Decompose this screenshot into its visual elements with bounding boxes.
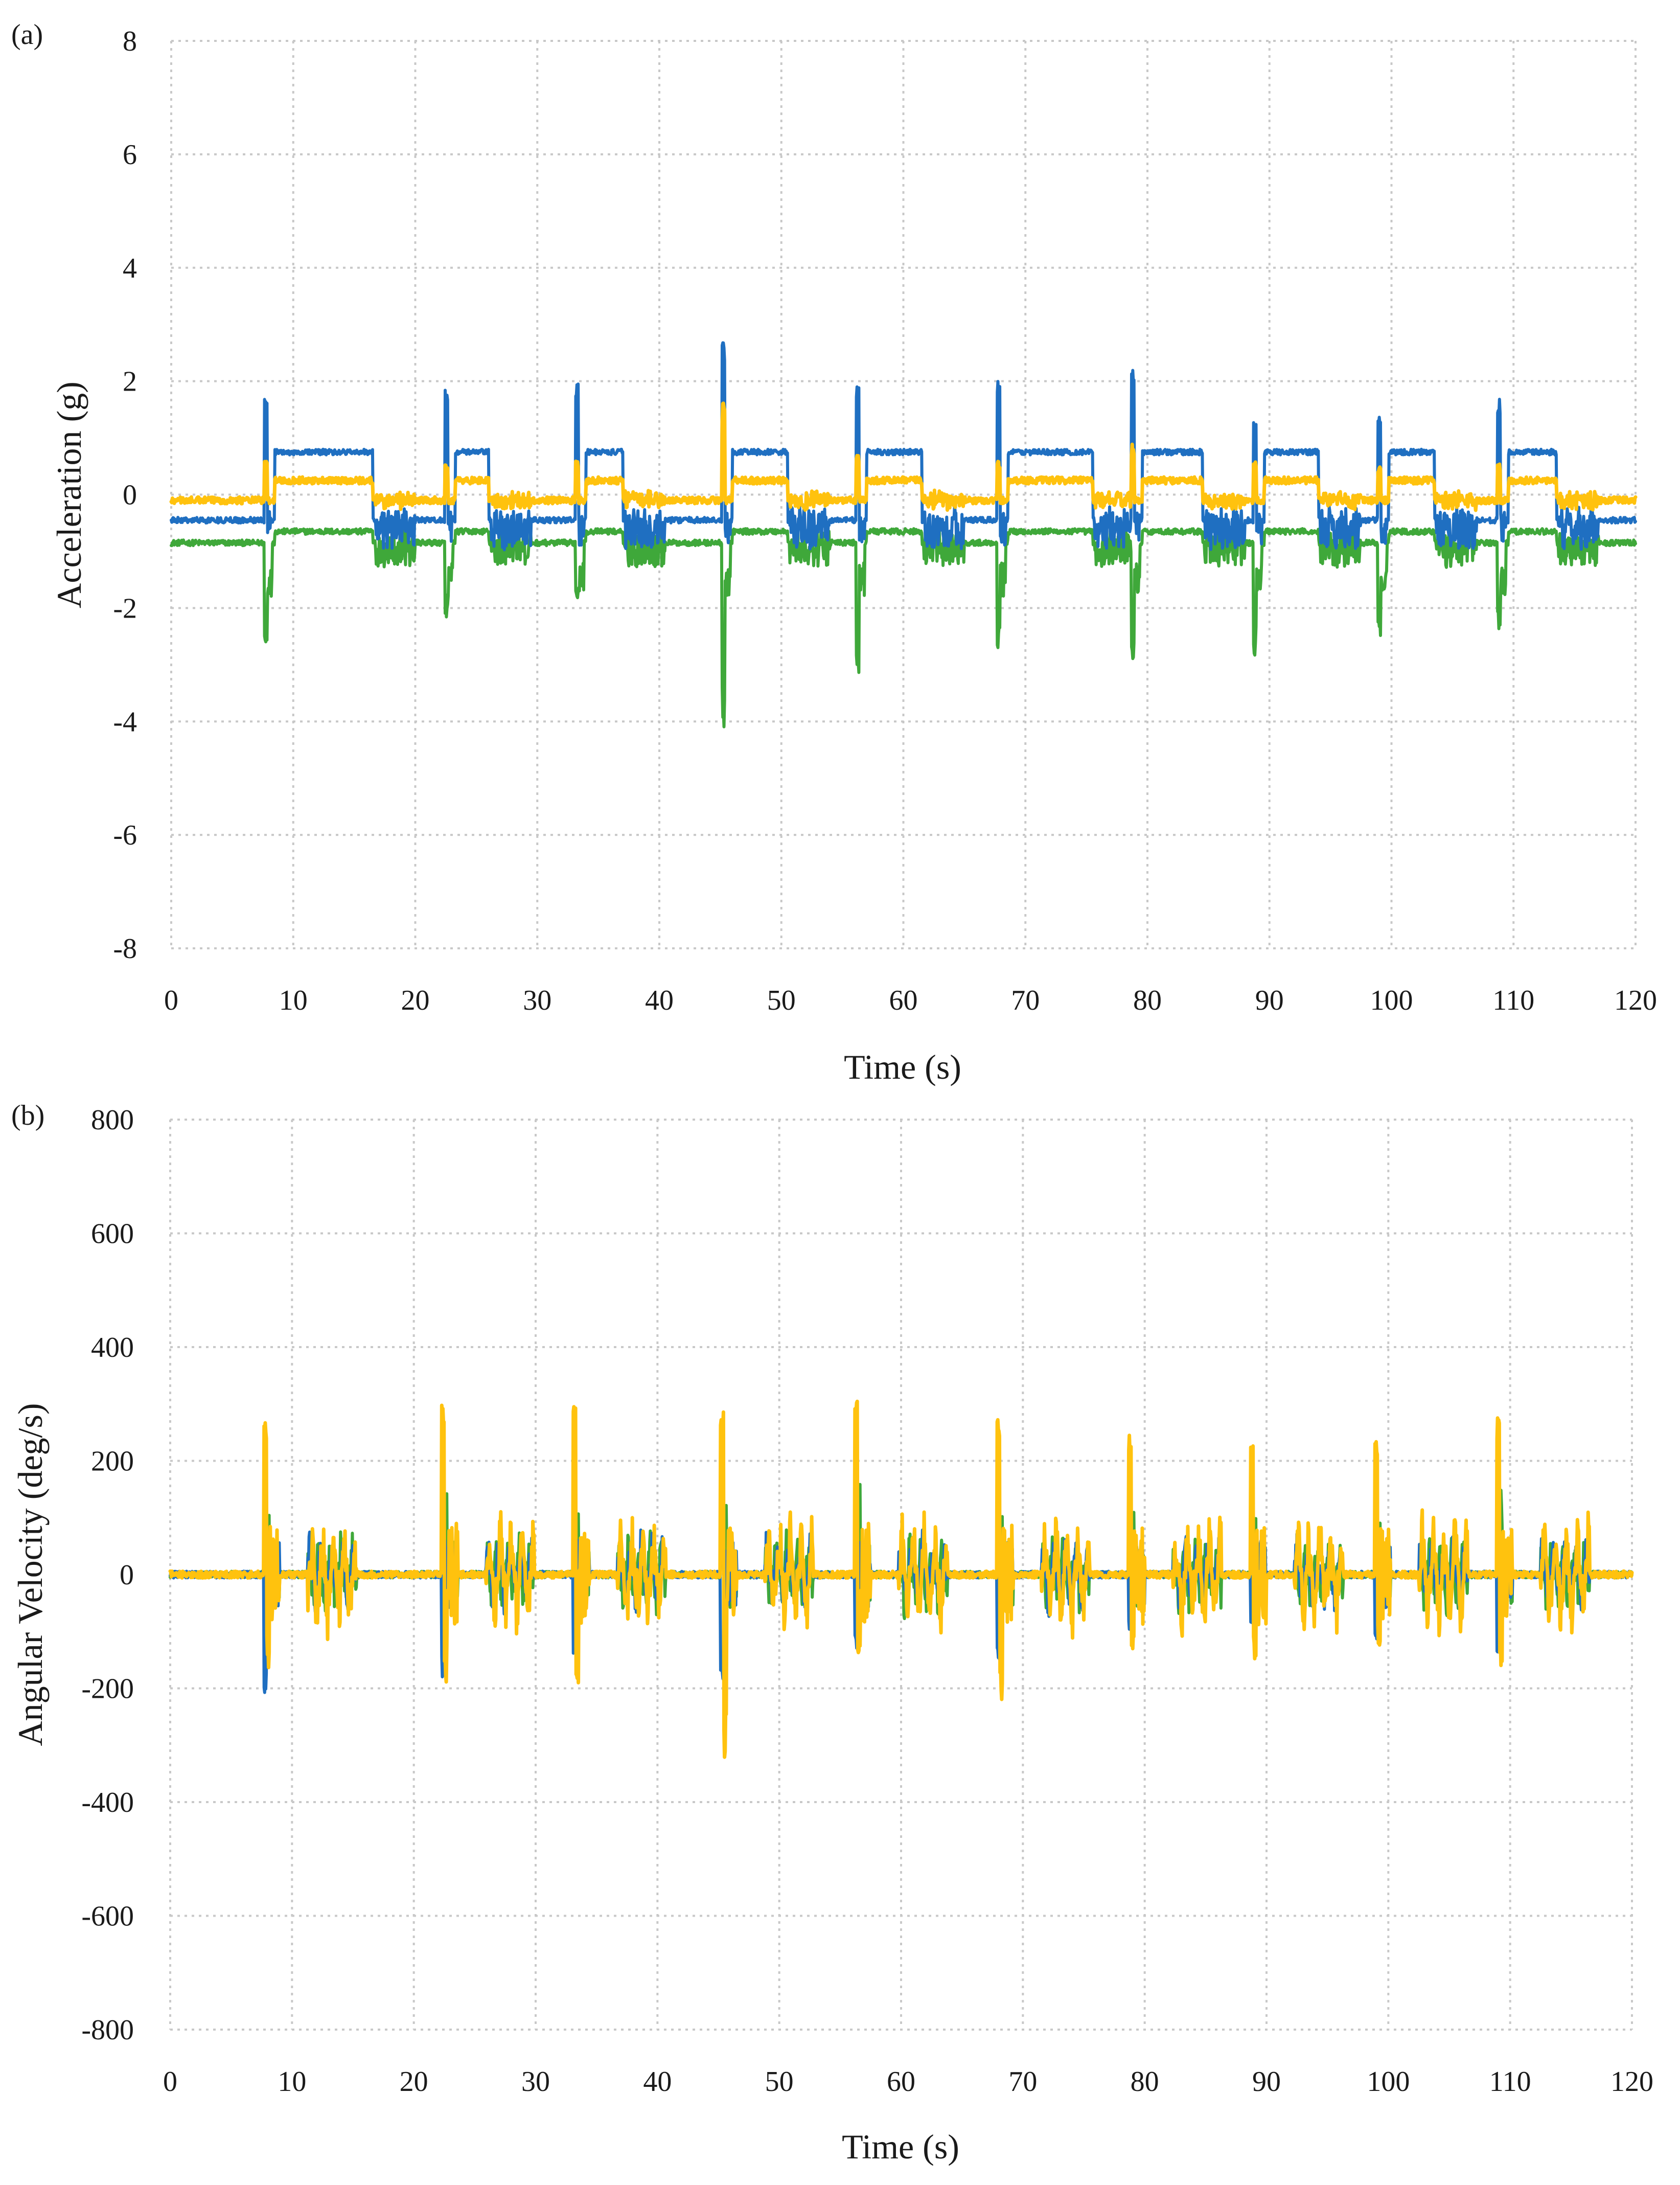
x-tick-label: 0 (164, 985, 178, 1016)
x-tick-label: 20 (401, 985, 430, 1016)
x-tick-label: 60 (889, 985, 918, 1016)
x-tick-label: 10 (278, 2066, 306, 2098)
y-tick-labels-a: -8 -6 -4 -2 0 2 4 6 8 (113, 26, 137, 965)
x-tick-label: 100 (1367, 2066, 1410, 2098)
series-line-yellow-b (168, 1399, 1634, 1759)
y-axis-label-b: Angular Velocity (deg/s) (11, 1403, 50, 1746)
y-tick-label: -200 (81, 1673, 134, 1705)
grid-a (170, 40, 1637, 949)
y-tick-label: 0 (120, 1559, 134, 1591)
panel-label-a: (a) (11, 19, 43, 51)
x-tick-label: 100 (1370, 985, 1413, 1016)
y-tick-label: -2 (113, 593, 137, 624)
x-tick-label: 110 (1489, 2066, 1531, 2098)
x-tick-label: 70 (1011, 985, 1040, 1016)
x-axis-label-a: Time (s) (844, 1048, 961, 1086)
x-tick-label: 40 (643, 2066, 672, 2098)
series-line-yellow-a (169, 401, 1638, 512)
x-tick-label: 80 (1131, 2066, 1159, 2098)
x-tick-labels-b: 0 10 20 30 40 50 60 70 80 90 100 110 120 (163, 2066, 1653, 2098)
x-tick-label: 110 (1492, 985, 1534, 1016)
x-tick-label: 70 (1008, 2066, 1037, 2098)
x-tick-label: 50 (765, 2066, 794, 2098)
y-tick-label: 8 (123, 26, 137, 57)
x-tick-label: 120 (1614, 985, 1657, 1016)
x-tick-label: 0 (163, 2066, 177, 2098)
y-tick-label: -4 (113, 706, 137, 738)
series-group-a (169, 341, 1638, 729)
x-tick-labels-a: 0 10 20 30 40 50 60 70 80 90 100 110 120 (164, 985, 1657, 1016)
y-tick-label: 800 (91, 1104, 134, 1136)
y-axis-label-a: Acceleration (g) (50, 381, 88, 608)
y-tick-label: 200 (91, 1446, 134, 1477)
y-tick-label: -8 (113, 933, 137, 965)
x-tick-label: 60 (887, 2066, 915, 2098)
chart-panel-b: (b) -800 -600 -400 -200 0 200 400 600 800 0 10 20 3… (11, 1100, 1653, 2166)
y-tick-label: -400 (81, 1787, 134, 1818)
y-tick-label: 600 (91, 1218, 134, 1250)
x-tick-label: 40 (645, 985, 674, 1016)
x-tick-label: 20 (400, 2066, 428, 2098)
x-axis-label-b: Time (s) (842, 2127, 959, 2166)
x-tick-label: 50 (767, 985, 796, 1016)
y-tick-label: 400 (91, 1332, 134, 1363)
x-tick-label: 80 (1133, 985, 1162, 1016)
x-tick-label: 10 (279, 985, 308, 1016)
x-tick-label: 120 (1610, 2066, 1653, 2098)
x-tick-label: 90 (1252, 2066, 1281, 2098)
series-group-b (168, 1399, 1634, 1759)
series-line-blue-a (170, 341, 1637, 552)
y-tick-label: -6 (113, 820, 137, 851)
x-tick-label: 30 (523, 985, 551, 1016)
y-tick-label: 0 (123, 480, 137, 511)
y-tick-label: 4 (123, 253, 137, 284)
y-tick-labels-b: -800 -600 -400 -200 0 200 400 600 800 (81, 1104, 134, 2046)
panel-label-b: (b) (11, 1100, 44, 1131)
chart-panel-a: (a) -8 -6 -4 -2 0 2 4 6 8 0 10 20 30 40 50 60 70 80 90 100… (11, 19, 1657, 1086)
y-tick-label: 2 (123, 366, 137, 398)
y-tick-label: -800 (81, 2014, 134, 2046)
x-tick-label: 90 (1255, 985, 1284, 1016)
y-tick-label: 6 (123, 139, 137, 171)
x-tick-label: 30 (521, 2066, 550, 2098)
y-tick-label: -600 (81, 1901, 134, 1932)
